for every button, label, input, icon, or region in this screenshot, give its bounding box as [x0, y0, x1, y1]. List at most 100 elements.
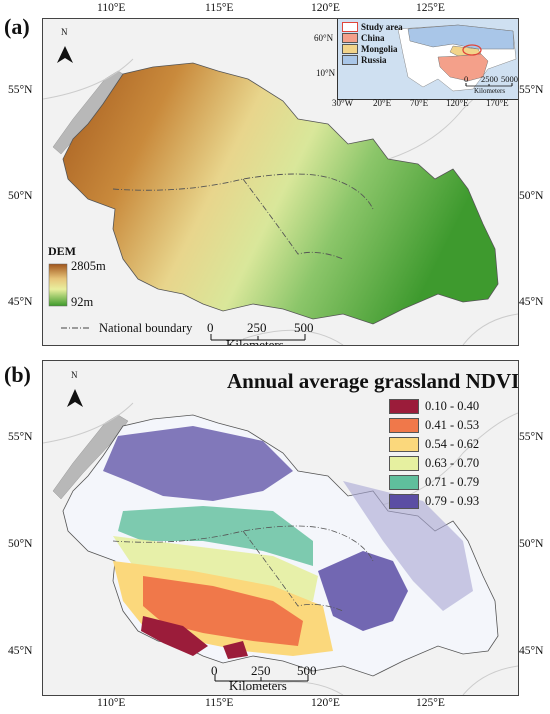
- lat-tick-45-right-b: 45°N: [519, 645, 544, 657]
- ndvi-legend-3: 0.54 - 0.62: [389, 437, 479, 452]
- inset-map: Study area China Mongolia Russia 60°N 0 …: [337, 19, 518, 100]
- dem-legend-max: 2805m: [71, 259, 106, 273]
- ndvi-swatch-6: [389, 494, 419, 509]
- north-label-a: N: [61, 27, 68, 37]
- national-boundary: [112, 173, 374, 260]
- lat-tick-55-left-b: 55°N: [8, 431, 33, 443]
- lat-tick-55-right: 55°N: [519, 84, 544, 96]
- lon-tick-115-b: 115°E: [205, 697, 234, 709]
- ndvi-patch-green: [118, 506, 313, 566]
- background-boundary: [43, 58, 518, 345]
- lon-tick-125-b: 125°E: [416, 697, 445, 709]
- lon-tick-115: 115°E: [205, 2, 234, 14]
- inset-swatch-study: [342, 22, 358, 32]
- inset-swatch-russia: [342, 55, 358, 65]
- inset-study-area: [462, 44, 482, 56]
- inset-scale-0: 0: [464, 74, 469, 84]
- ndvi-title: Annual average grassland NDVI: [227, 369, 519, 393]
- dem-map: [43, 46, 518, 345]
- ndvi-legend-label-5: 0.71 - 0.79: [425, 475, 480, 489]
- inset-legend-study: Study area: [342, 22, 403, 32]
- ndvi-swatch-5: [389, 475, 419, 490]
- lat-tick-45-right: 45°N: [519, 296, 544, 308]
- lat-tick-45-left-b: 45°N: [8, 645, 33, 657]
- inset-lon-30w: 30°W: [332, 98, 354, 108]
- inset-label-mongolia: Mongolia: [361, 44, 398, 54]
- ndvi-swatch-3: [389, 437, 419, 452]
- lon-tick-120-b: 120°E: [311, 697, 340, 709]
- inset-legend-russia: Russia: [342, 55, 387, 65]
- ndvi-legend-2: 0.41 - 0.53: [389, 418, 479, 433]
- inset-legend-mongolia: Mongolia: [342, 44, 398, 54]
- ndvi-legend-6: 0.79 - 0.93: [389, 494, 479, 509]
- lat-tick-50-right-b: 50°N: [519, 538, 544, 550]
- scale-bar-b: [214, 675, 309, 682]
- ndvi-swatch-2: [389, 418, 419, 433]
- lon-tick-125: 125°E: [416, 2, 445, 14]
- north-arrow-a: [57, 46, 73, 63]
- panel-a-label: (a): [4, 14, 30, 39]
- background-boundary-b: [43, 402, 518, 695]
- inset-legend-china: China: [342, 33, 385, 43]
- inset-label-study: Study area: [361, 22, 403, 32]
- inset-lon-120e: 120°E: [446, 98, 469, 108]
- inset-lon-70e: 70°E: [410, 98, 429, 108]
- ndvi-patch-darkred: [141, 616, 208, 656]
- north-arrow-b: [67, 389, 83, 407]
- lon-tick-120: 120°E: [311, 2, 340, 14]
- ndvi-patch-lightgreen: [113, 536, 318, 601]
- ndvi-legend-label-3: 0.54 - 0.62: [425, 437, 480, 451]
- lat-tick-50-left-b: 50°N: [8, 538, 33, 550]
- inset-label-russia: Russia: [361, 55, 387, 65]
- dem-legend-min: 92m: [71, 295, 94, 309]
- lat-tick-50-left: 50°N: [8, 190, 33, 202]
- inset-lon-170e: 170°E: [486, 98, 509, 108]
- dem-legend-title: DEM: [48, 244, 76, 258]
- inset-china: [437, 53, 489, 82]
- scale-b-250: 250: [251, 663, 271, 678]
- inset-swatch-mongolia: [342, 44, 358, 54]
- ndvi-legend-label-6: 0.79 - 0.93: [425, 494, 480, 508]
- study-area-dem: [62, 62, 499, 325]
- scale-a-500: 500: [294, 320, 314, 335]
- scale-b-0: 0: [211, 663, 218, 678]
- scale-a-250: 250: [247, 320, 267, 335]
- ndvi-map: [43, 389, 518, 695]
- inset-lat-60n: 60°N: [314, 33, 334, 43]
- inset-lon-20e: 20°E: [373, 98, 392, 108]
- scale-a-0: 0: [207, 320, 214, 335]
- ndvi-patch-orange: [143, 576, 303, 646]
- inset-scale-unit: Kilometers: [474, 87, 506, 95]
- lake-baikal-b: [52, 414, 129, 500]
- scale-a-unit: Kilometers: [226, 337, 284, 346]
- ndvi-patch-lightblue-east: [343, 481, 473, 611]
- ndvi-patch-purple-north: [103, 426, 293, 501]
- boundary-legend-label: National boundary: [99, 321, 193, 335]
- inset-lat-10n: 10°N: [316, 68, 336, 78]
- scale-b-unit: Kilometers: [229, 678, 287, 693]
- ndvi-swatch-4: [389, 456, 419, 471]
- ndvi-patch-darkred-2: [223, 641, 248, 659]
- ndvi-legend-label-4: 0.63 - 0.70: [425, 456, 480, 470]
- inset-scale-2500: 2500: [481, 74, 498, 84]
- lat-tick-55-right-b: 55°N: [519, 431, 544, 443]
- lat-tick-45-left: 45°N: [8, 296, 33, 308]
- ndvi-legend-5: 0.71 - 0.79: [389, 475, 479, 490]
- ndvi-swatch-1: [389, 399, 419, 414]
- scale-bar-a: [210, 334, 306, 341]
- lat-tick-50-right: 50°N: [519, 190, 544, 202]
- ndvi-legend-4: 0.63 - 0.70: [389, 456, 479, 471]
- inset-svg: [338, 19, 518, 99]
- inset-scale-5000: 5000: [501, 74, 518, 84]
- ndvi-legend-label-2: 0.41 - 0.53: [425, 418, 480, 432]
- scale-b-500: 500: [297, 663, 317, 678]
- map-a-frame: N DEM 2805m 92m National boundary 0 250 …: [42, 18, 519, 346]
- lon-tick-110-b: 110°E: [97, 697, 126, 709]
- map-b-frame: N Annual average grassland NDVI 0.10 - 0…: [42, 360, 519, 696]
- ndvi-legend-label-1: 0.10 - 0.40: [425, 399, 480, 413]
- ndvi-patch-purple-east: [318, 551, 408, 631]
- national-boundary-b: [112, 525, 374, 612]
- lat-tick-55-left: 55°N: [8, 84, 33, 96]
- inset-scale-bar: [465, 83, 513, 87]
- ndvi-legend-1: 0.10 - 0.40: [389, 399, 479, 414]
